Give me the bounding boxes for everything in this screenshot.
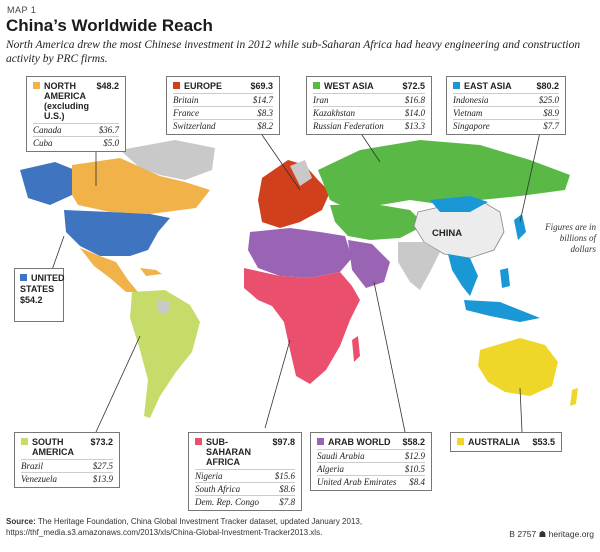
china-label: CHINA (432, 228, 463, 239)
region-name: WEST ASIA (324, 81, 374, 91)
region-value: $72.5 (402, 81, 425, 91)
list-item: Iran $16.8 (313, 93, 425, 105)
united-states-swatch (20, 274, 27, 281)
region-value: $58.2 (402, 437, 425, 447)
region-box-united-states: UNITED STATES $54.2 (14, 268, 65, 322)
footer-credit: B 2757 ☗ heritage.org (509, 529, 594, 540)
south-america-swatch (21, 438, 28, 445)
list-item: Saudi Arabia $12.9 (317, 449, 425, 461)
central-asia-shape (330, 205, 425, 240)
region-value: $53.5 (532, 437, 555, 447)
list-item: France $8.3 (173, 106, 273, 118)
figures-note: Figures are in billions of dollars (545, 222, 596, 254)
report-code: B 2757 (509, 529, 537, 539)
list-item: United Arab Emirates $8.4 (317, 475, 425, 487)
north-america-swatch (33, 82, 40, 89)
greenland-shape (120, 140, 215, 180)
list-item: Russian Federation $13.3 (313, 119, 425, 131)
site-link[interactable]: heritage.org (548, 529, 594, 539)
scandinavia-grey (290, 160, 312, 186)
india-shape (398, 242, 440, 290)
list-item: Singapore $7.7 (453, 119, 559, 131)
australia-swatch (457, 438, 464, 445)
east-asia-swatch (453, 82, 460, 89)
source-label: Source: (6, 517, 36, 526)
sub-saharan-africa-swatch (195, 438, 202, 445)
list-item: Britain $14.7 (173, 93, 273, 105)
region-box-west-asia: WEST ASIA $72.5 Iran $16.8 Kazakhstan $14.… (306, 76, 432, 135)
sub-saharan-africa-shape (244, 268, 360, 384)
indonesia-shape (464, 300, 540, 322)
new-zealand-shape (570, 388, 578, 406)
region-name: SUB-SAHARAN AFRICA (206, 437, 251, 467)
russia-shape (318, 140, 570, 210)
list-item: Dem. Rep. Congo $7.8 (195, 495, 295, 507)
south-america-shape (130, 290, 200, 418)
mongolia-shape (430, 196, 488, 212)
source-text: The Heritage Foundation, China Global In… (6, 517, 363, 537)
alaska-shape (20, 162, 75, 205)
region-box-europe: EUROPE $69.3 Britain $14.7 France $8.3 Swi… (166, 76, 280, 135)
page-title: China’s Worldwide Reach (6, 16, 213, 35)
list-item: Cuba $5.0 (33, 136, 119, 148)
region-box-east-asia: EAST ASIA $80.2 Indonesia $25.0 Vietnam $8… (446, 76, 566, 135)
north-africa-arab-shape (248, 228, 352, 278)
region-name: NORTH AMERICA (excluding U.S.) (44, 81, 90, 121)
south-america-grey (158, 300, 170, 314)
southeast-asia-shape (448, 254, 478, 296)
region-value: $80.2 (536, 81, 559, 91)
region-name: SOUTH AMERICA (32, 437, 74, 457)
region-box-australia: AUSTRALIA $53.5 (450, 432, 562, 452)
madagascar-shape (352, 336, 360, 362)
region-name: EUROPE (184, 81, 223, 91)
list-item: Brazil $27.5 (21, 459, 113, 471)
region-value: $97.8 (272, 437, 295, 447)
japan-shape (514, 214, 526, 240)
arabian-peninsula-shape (348, 240, 390, 288)
region-name: AUSTRALIA (468, 437, 520, 447)
list-item: Algeria $10.5 (317, 462, 425, 474)
arab-world-swatch (317, 438, 324, 445)
list-item: Venezuela $13.9 (21, 472, 113, 484)
region-name-line2: STATES (20, 284, 55, 294)
region-value: $69.3 (250, 81, 273, 91)
list-item: South Africa $8.6 (195, 482, 295, 494)
list-item: Vietnam $8.9 (453, 106, 559, 118)
region-name: ARAB WORLD (328, 437, 391, 447)
list-item: Indonesia $25.0 (453, 93, 559, 105)
list-item: Switzerland $8.2 (173, 119, 273, 131)
bell-icon: ☗ (538, 529, 547, 539)
list-item: Nigeria $15.6 (195, 469, 295, 481)
mexico-shape (80, 248, 138, 292)
region-box-south-america: SOUTH AMERICA $73.2 Brazil $27.5 Venezuel… (14, 432, 120, 488)
list-item: Kazakhstan $14.0 (313, 106, 425, 118)
source-note: Source: The Heritage Foundation, China G… (6, 516, 486, 538)
map-label: MAP 1 (7, 5, 37, 15)
europe-swatch (173, 82, 180, 89)
region-box-arab-world: ARAB WORLD $58.2 Saudi Arabia $12.9 Alger… (310, 432, 432, 491)
philippines-shape (500, 268, 510, 288)
page-subtitle: North America drew the most Chinese inve… (6, 39, 581, 65)
britain-shape (262, 180, 272, 196)
canada-shape (72, 158, 210, 214)
australia-shape (478, 338, 558, 396)
usa-shape (64, 210, 170, 256)
region-value: $73.2 (90, 437, 113, 447)
region-value: $48.2 (96, 81, 119, 91)
region-value: $54.2 (20, 295, 43, 305)
region-box-sub-saharan-africa: SUB-SAHARAN AFRICA $97.8 Nigeria $15.6 So… (188, 432, 302, 511)
list-item: Canada $36.7 (33, 123, 119, 135)
region-box-north-america: NORTH AMERICA (excluding U.S.) $48.2 Can… (26, 76, 126, 152)
europe-shape (258, 160, 330, 228)
west-asia-swatch (313, 82, 320, 89)
region-name-line1: UNITED (31, 273, 65, 283)
region-name: EAST ASIA (464, 81, 512, 91)
caribbean-shape (140, 268, 162, 276)
